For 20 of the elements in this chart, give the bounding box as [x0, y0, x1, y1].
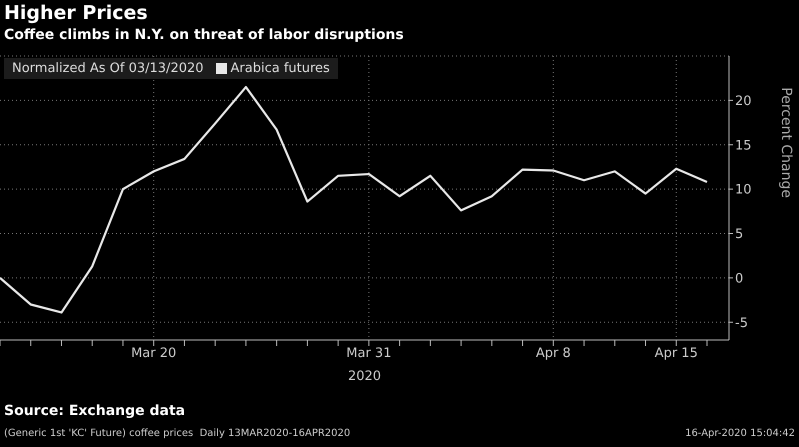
text: (Generic 1st 'KC' Future) coffee prices Daily 13MAR2020-16APR2020 [4, 428, 350, 439]
legend-label: Arabica futures [230, 61, 330, 76]
x-tick-label: Mar 20 [131, 346, 176, 362]
line-series [0, 86, 708, 314]
y-tick-label: -5 [735, 316, 748, 331]
chart-subtitle: Coffee climbs in N.Y. on threat of labor disruptions [4, 27, 404, 43]
x-tick-label: Apr 8 [536, 346, 571, 362]
x-tick-label: Mar 31 [346, 346, 392, 362]
x-tick-label: Apr 15 [654, 346, 698, 362]
chart-title: Higher Prices [4, 2, 148, 24]
y-tick-label: 0 [735, 271, 744, 286]
y-tick-label: 20 [735, 94, 752, 109]
y-tick-label: 5 [735, 227, 744, 242]
source-note: Source: Exchange data [4, 403, 186, 419]
legend-title: Normalized As Of 03/13/2020 [12, 61, 204, 76]
text: 16-Apr-2020 15:04:42 [685, 428, 795, 439]
y-tick-label: 10 [735, 182, 752, 198]
y-axis-title: Percent Change [778, 87, 794, 198]
x-axis-title: 2020 [348, 369, 382, 384]
y-tick-label: 15 [735, 138, 752, 154]
